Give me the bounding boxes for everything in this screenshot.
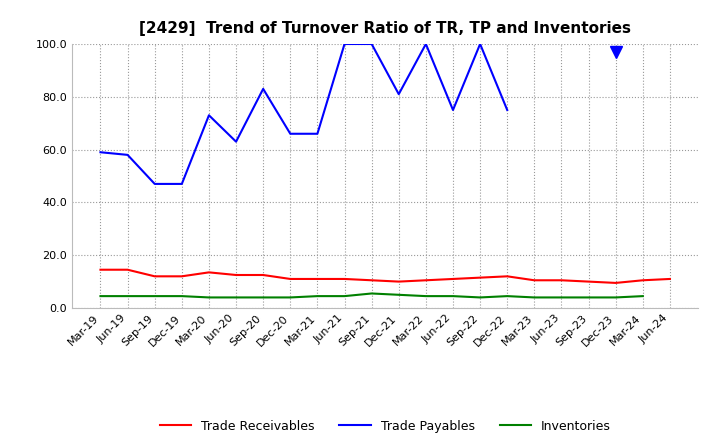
Inventories (557, 295, 566, 300)
Inventories (367, 291, 376, 296)
Trade Receivables (150, 274, 159, 279)
Line: Trade Receivables: Trade Receivables (101, 270, 670, 283)
Inventories (178, 293, 186, 299)
Inventories (313, 293, 322, 299)
Trade Payables (286, 131, 294, 136)
Line: Inventories: Inventories (101, 293, 643, 297)
Trade Receivables (503, 274, 511, 279)
Inventories (259, 295, 268, 300)
Legend: Trade Receivables, Trade Payables, Inventories: Trade Receivables, Trade Payables, Inven… (155, 414, 616, 437)
Inventories (123, 293, 132, 299)
Trade Receivables (204, 270, 213, 275)
Inventories (611, 295, 620, 300)
Trade Payables (204, 113, 213, 118)
Inventories (341, 293, 349, 299)
Trade Receivables (665, 276, 674, 282)
Trade Receivables (313, 276, 322, 282)
Inventories (96, 293, 105, 299)
Trade Payables (449, 107, 457, 113)
Trade Receivables (232, 272, 240, 278)
Inventories (530, 295, 539, 300)
Trade Receivables (449, 276, 457, 282)
Trade Receivables (178, 274, 186, 279)
Inventories (476, 295, 485, 300)
Trade Payables (367, 41, 376, 47)
Inventories (286, 295, 294, 300)
Inventories (449, 293, 457, 299)
Trade Payables (96, 150, 105, 155)
Trade Payables (232, 139, 240, 144)
Trade Receivables (123, 267, 132, 272)
Trade Payables (476, 41, 485, 47)
Trade Receivables (530, 278, 539, 283)
Line: Trade Payables: Trade Payables (101, 44, 507, 184)
Trade Receivables (96, 267, 105, 272)
Trade Payables (503, 107, 511, 113)
Inventories (232, 295, 240, 300)
Inventories (584, 295, 593, 300)
Trade Receivables (584, 279, 593, 284)
Trade Payables (395, 92, 403, 97)
Trade Receivables (367, 278, 376, 283)
Trade Receivables (557, 278, 566, 283)
Inventories (204, 295, 213, 300)
Trade Payables (341, 41, 349, 47)
Trade Receivables (286, 276, 294, 282)
Trade Receivables (476, 275, 485, 280)
Trade Receivables (341, 276, 349, 282)
Inventories (395, 292, 403, 297)
Trade Receivables (259, 272, 268, 278)
Trade Payables (123, 152, 132, 158)
Trade Payables (259, 86, 268, 92)
Trade Payables (150, 181, 159, 187)
Trade Payables (313, 131, 322, 136)
Trade Receivables (639, 278, 647, 283)
Inventories (421, 293, 430, 299)
Inventories (639, 293, 647, 299)
Trade Payables (421, 41, 430, 47)
Trade Receivables (611, 280, 620, 286)
Inventories (503, 293, 511, 299)
Trade Receivables (421, 278, 430, 283)
Title: [2429]  Trend of Turnover Ratio of TR, TP and Inventories: [2429] Trend of Turnover Ratio of TR, TP… (139, 21, 631, 36)
Trade Receivables (395, 279, 403, 284)
Inventories (150, 293, 159, 299)
Trade Payables (178, 181, 186, 187)
